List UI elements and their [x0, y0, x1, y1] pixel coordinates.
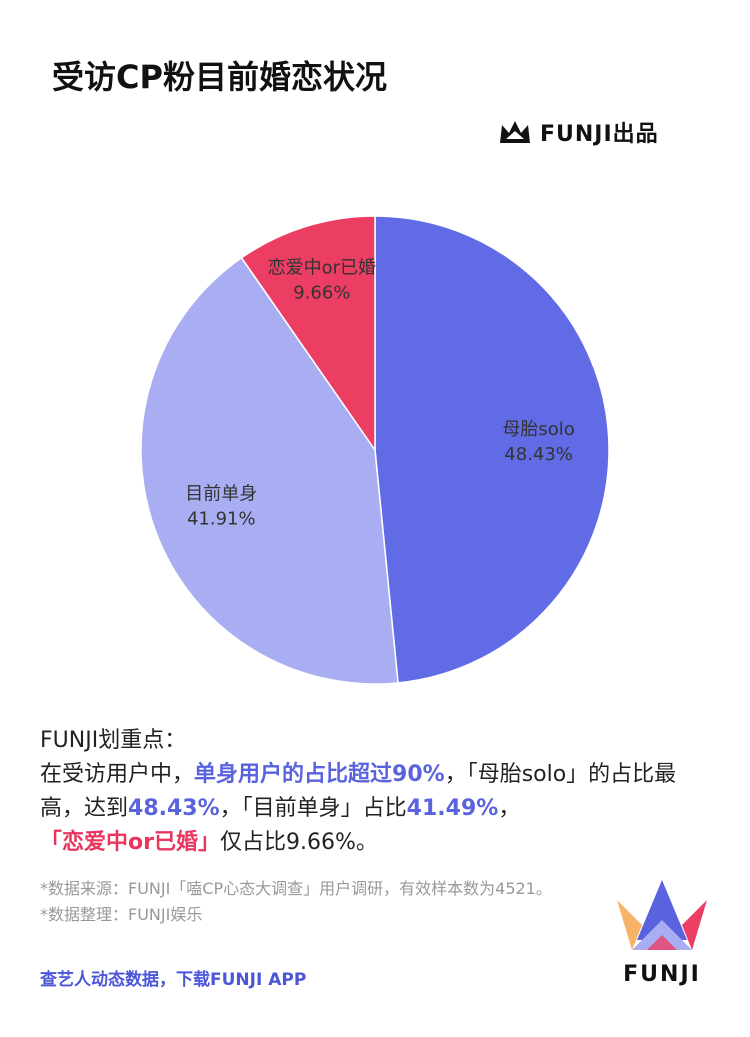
brand-top: FUNJI出品: [498, 116, 659, 148]
note-highlight: 41.49%: [406, 796, 499, 821]
slice-value: 9.66%: [293, 282, 350, 303]
slice-value: 48.43%: [504, 444, 573, 465]
footer-link[interactable]: 查艺人动态数据，下载FUNJI APP: [40, 970, 307, 990]
pie-chart: 母胎solo 48.43% 目前单身 41.91% 恋爱中or已婚 9.66%: [140, 215, 610, 685]
note-text: 在受访用户中，: [40, 762, 195, 787]
note-highlight: 「恋爱中or已婚」: [40, 830, 220, 855]
slice-value: 41.91%: [187, 509, 256, 530]
slice-label: 目前单身: [185, 484, 257, 505]
note-highlight: 单身用户的占比超过90%: [194, 762, 445, 787]
notes: FUNJI划重点： 在受访用户中，单身用户的占比超过90%，「母胎solo」的占…: [40, 724, 680, 860]
pie-slice: [374, 215, 610, 684]
notes-heading: FUNJI划重点：: [40, 728, 187, 753]
notes-body: 在受访用户中，单身用户的占比超过90%，「母胎solo」的占比最高，达到48.4…: [40, 758, 680, 860]
logo-text: FUNJI: [623, 962, 701, 987]
slice-label: 母胎solo: [502, 419, 574, 440]
source-line: *数据来源：FUNJI「嗑CP心态大调查」用户调研，有效样本数为4521。: [40, 879, 552, 898]
pie-slice: [140, 256, 399, 685]
chart-title: 受访CP粉目前婚恋状况: [52, 58, 387, 96]
sources: *数据来源：FUNJI「嗑CP心态大调查」用户调研，有效样本数为4521。 *数…: [40, 876, 610, 928]
note-text: ，: [498, 796, 521, 821]
source-line: *数据整理：FUNJI娱乐: [40, 905, 203, 924]
logo: [617, 880, 707, 950]
note-highlight: 48.43%: [128, 796, 220, 821]
brand-text: FUNJI出品: [540, 122, 659, 147]
crown-icon: [500, 121, 530, 143]
note-text: ，「母胎solo」的占比最高，达到: [40, 762, 677, 821]
note-text: 仅占比9.66%。: [219, 830, 378, 855]
pie-slice: [240, 215, 376, 453]
note-text: ，「目前单身」占比: [219, 796, 407, 821]
slice-label: 恋爱中or已婚: [268, 256, 376, 278]
